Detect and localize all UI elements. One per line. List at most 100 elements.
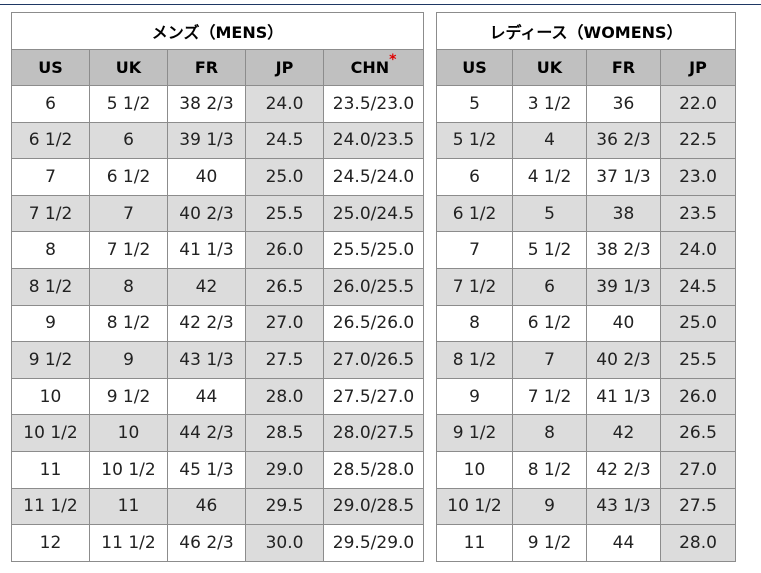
mens-cell-jp: 27.5 <box>245 341 324 379</box>
mens-table-row: 6 1/2 6 39 1/3 24.5 24.0/23.5 <box>11 121 425 160</box>
mens-cell-fr: 43 1/3 <box>167 341 246 379</box>
mens-header-us: US <box>11 49 90 86</box>
womens-cell-uk: 8 1/2 <box>512 450 587 489</box>
womens-cell-jp: 25.0 <box>659 304 737 343</box>
mens-cell-us: 7 1/2 <box>11 194 90 233</box>
mens-cell-us: 12 <box>11 524 90 562</box>
mens-cell-us: 7 <box>11 158 90 196</box>
womens-table-row: 6 1/2 5 38 23.5 <box>436 194 737 233</box>
womens-cell-fr: 43 1/3 <box>586 487 661 526</box>
womens-cell-jp: 22.0 <box>659 85 737 123</box>
mens-cell-jp: 30.0 <box>245 524 324 562</box>
mens-cell-us: 8 <box>11 231 90 269</box>
mens-cell-jp: 24.0 <box>245 85 324 123</box>
mens-cell-fr: 40 2/3 <box>167 194 246 233</box>
mens-cell-fr: 39 1/3 <box>167 121 246 160</box>
mens-cell-fr: 44 2/3 <box>167 414 246 452</box>
chn-asterisk-marker: * <box>389 52 397 68</box>
mens-cell-fr: 38 2/3 <box>167 85 246 123</box>
womens-cell-jp: 24.5 <box>659 267 737 306</box>
womens-cell-uk: 5 <box>512 194 587 233</box>
mens-cell-uk: 10 1/2 <box>89 450 168 489</box>
mens-cell-jp: 26.5 <box>245 267 324 306</box>
womens-cell-jp: 27.0 <box>659 450 737 489</box>
mens-cell-chn: 26.0/25.5 <box>322 267 425 306</box>
womens-table-row: 7 1/2 6 39 1/3 24.5 <box>436 267 737 306</box>
mens-cell-uk: 7 1/2 <box>89 231 168 269</box>
womens-cell-jp: 23.0 <box>659 158 737 196</box>
womens-table-row: 10 8 1/2 42 2/3 27.0 <box>436 450 737 489</box>
mens-cell-fr: 42 <box>167 267 246 306</box>
womens-cell-uk: 6 <box>512 267 587 306</box>
womens-table-title: レディース（WOMENS） <box>435 12 737 50</box>
womens-cell-us: 11 <box>436 524 513 562</box>
womens-table-row: 9 1/2 8 42 26.5 <box>436 414 737 452</box>
mens-cell-jp: 29.0 <box>245 450 324 489</box>
mens-header-jp: JP <box>245 49 324 86</box>
womens-cell-uk: 5 1/2 <box>512 231 587 269</box>
womens-cell-fr: 38 <box>586 194 661 233</box>
mens-cell-chn: 24.5/24.0 <box>322 158 425 196</box>
mens-cell-jp: 29.5 <box>245 487 324 526</box>
womens-cell-us: 8 <box>436 304 513 343</box>
mens-table-row: 10 9 1/2 44 28.0 27.5/27.0 <box>11 377 425 416</box>
womens-cell-uk: 4 <box>512 121 587 160</box>
womens-cell-uk: 7 <box>512 341 587 379</box>
womens-cell-jp: 22.5 <box>659 121 737 160</box>
mens-cell-fr: 46 2/3 <box>167 524 246 562</box>
mens-cell-jp: 24.5 <box>245 121 324 160</box>
womens-cell-fr: 36 2/3 <box>586 121 661 160</box>
womens-cell-uk: 4 1/2 <box>512 158 587 196</box>
womens-cell-uk: 8 <box>512 414 587 452</box>
mens-cell-uk: 10 <box>89 414 168 452</box>
womens-cell-uk: 7 1/2 <box>512 377 587 416</box>
womens-table-row: 11 9 1/2 44 28.0 <box>436 524 737 562</box>
mens-cell-uk: 6 1/2 <box>89 158 168 196</box>
mens-cell-fr: 40 <box>167 158 246 196</box>
womens-cell-us: 7 1/2 <box>436 267 513 306</box>
mens-cell-us: 11 <box>11 450 90 489</box>
mens-cell-fr: 42 2/3 <box>167 304 246 343</box>
mens-cell-chn: 23.5/23.0 <box>322 85 425 123</box>
top-rule <box>0 4 761 5</box>
womens-cell-jp: 25.5 <box>659 341 737 379</box>
mens-cell-uk: 5 1/2 <box>89 85 168 123</box>
mens-table-row: 12 11 1/2 46 2/3 30.0 29.5/29.0 <box>11 524 425 562</box>
womens-cell-fr: 40 2/3 <box>586 341 661 379</box>
womens-cell-jp: 26.0 <box>659 377 737 416</box>
mens-cell-jp: 26.0 <box>245 231 324 269</box>
womens-cell-uk: 9 1/2 <box>512 524 587 562</box>
mens-cell-chn: 27.5/27.0 <box>322 377 425 416</box>
mens-table-title: メンズ（MENS） <box>10 12 425 50</box>
mens-cell-us: 10 1/2 <box>11 414 90 452</box>
mens-table-row: 8 1/2 8 42 26.5 26.0/25.5 <box>11 267 425 306</box>
mens-cell-chn: 27.0/26.5 <box>322 341 425 379</box>
womens-cell-fr: 42 <box>586 414 661 452</box>
womens-cell-uk: 6 1/2 <box>512 304 587 343</box>
womens-cell-fr: 44 <box>586 524 661 562</box>
mens-cell-uk: 6 <box>89 121 168 160</box>
womens-cell-us: 9 1/2 <box>436 414 513 452</box>
mens-cell-us: 6 <box>11 85 90 123</box>
mens-cell-uk: 11 <box>89 487 168 526</box>
womens-header-us: US <box>436 49 513 86</box>
mens-cell-us: 11 1/2 <box>11 487 90 526</box>
mens-cell-jp: 28.5 <box>245 414 324 452</box>
womens-cell-fr: 41 1/3 <box>586 377 661 416</box>
mens-cell-us: 10 <box>11 377 90 416</box>
mens-header-fr: FR <box>167 49 246 86</box>
mens-cell-jp: 25.0 <box>245 158 324 196</box>
mens-table-row: 9 1/2 9 43 1/3 27.5 27.0/26.5 <box>11 341 425 379</box>
mens-cell-us: 9 <box>11 304 90 343</box>
mens-cell-fr: 44 <box>167 377 246 416</box>
womens-table-row: 10 1/2 9 43 1/3 27.5 <box>436 487 737 526</box>
womens-cell-uk: 3 1/2 <box>512 85 587 123</box>
